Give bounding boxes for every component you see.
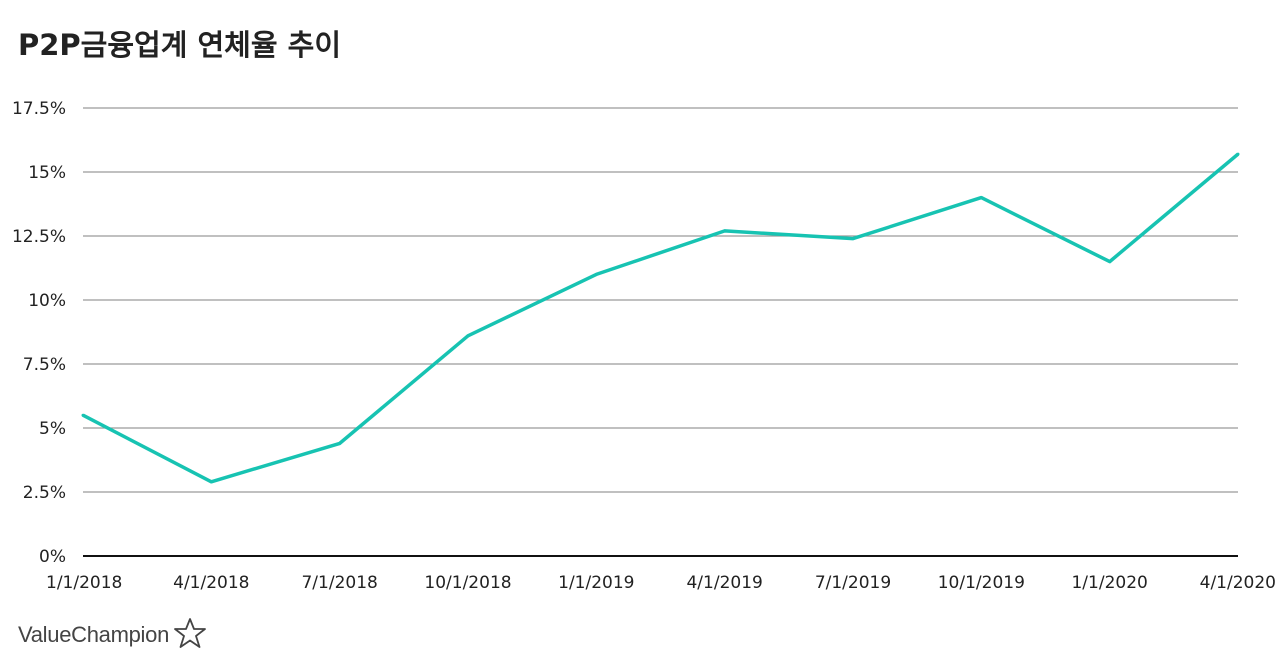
y-tick-label: 2.5% bbox=[23, 483, 66, 503]
y-tick-label: 12.5% bbox=[12, 227, 66, 247]
data-point bbox=[1236, 152, 1240, 156]
chart-title: P2P금융업계 연체율 추이 bbox=[18, 28, 341, 62]
y-axis-tick-labels: 0% 2.5% 5% 7.5% 10% 12.5% 15% 17.5% bbox=[12, 99, 66, 567]
valuechampion-logo: ValueChampion bbox=[18, 618, 207, 652]
x-tick-label: 4/1/2020 bbox=[1200, 573, 1276, 593]
y-tick-label: 10% bbox=[28, 291, 66, 311]
x-tick-label: 10/1/2019 bbox=[938, 573, 1025, 593]
data-point bbox=[851, 237, 855, 241]
series-line bbox=[82, 152, 1240, 484]
x-tick-label: 7/1/2019 bbox=[815, 573, 891, 593]
star-outline-icon bbox=[173, 618, 207, 652]
y-tick-label: 0% bbox=[39, 547, 66, 567]
data-series bbox=[81, 152, 1240, 484]
x-tick-label: 4/1/2019 bbox=[686, 573, 762, 593]
data-point bbox=[338, 441, 342, 445]
data-point bbox=[81, 413, 85, 417]
x-tick-label: 1/1/2018 bbox=[46, 573, 122, 593]
x-tick-label: 1/1/2019 bbox=[558, 573, 634, 593]
data-point bbox=[594, 272, 598, 276]
y-tick-label: 7.5% bbox=[23, 355, 66, 375]
x-tick-label: 10/1/2018 bbox=[424, 573, 511, 593]
gridlines bbox=[83, 107, 1238, 557]
x-tick-label: 7/1/2018 bbox=[301, 573, 377, 593]
y-tick-label: 15% bbox=[28, 163, 66, 183]
data-point bbox=[1108, 260, 1112, 264]
y-tick-label: 5% bbox=[39, 419, 66, 439]
logo-text: ValueChampion bbox=[18, 622, 170, 647]
x-tick-label: 4/1/2018 bbox=[173, 573, 249, 593]
data-point bbox=[209, 480, 213, 484]
y-tick-label: 17.5% bbox=[12, 99, 66, 119]
x-axis-tick-labels: 1/1/2018 4/1/2018 7/1/2018 10/1/2018 1/1/201… bbox=[46, 573, 1276, 593]
x-tick-label: 1/1/2020 bbox=[1071, 573, 1147, 593]
data-point bbox=[723, 229, 727, 233]
data-point bbox=[979, 196, 983, 200]
data-point bbox=[466, 334, 470, 338]
